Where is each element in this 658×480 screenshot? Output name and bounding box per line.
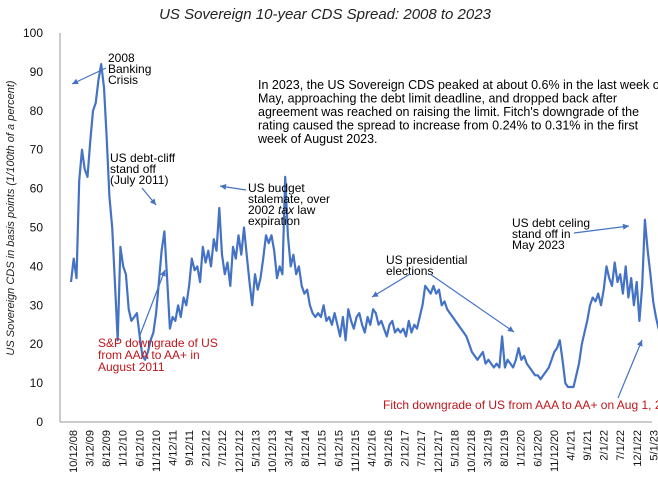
arrow-debt-ceiling — [573, 225, 630, 234]
arrow-elections-2020-head — [507, 326, 514, 332]
y-tick-labels: 0 10 20 30 40 50 60 70 80 90 100 — [23, 26, 43, 429]
x-tick-label: 12/12/17 — [433, 430, 445, 473]
x-tick-label: 1/12/10 — [118, 430, 130, 467]
annotation-debt-cliff: stand off — [110, 162, 156, 176]
x-tick-labels: 10/12/08 3/12/09 8/12/09 1/12/10 6/12/10 11/1… — [68, 430, 658, 473]
y-tick-label: 0 — [36, 415, 43, 429]
annotation-sp-downgrade: from AAA to AA+ in — [98, 348, 200, 362]
x-tick-label: 4/12/16 — [366, 430, 378, 467]
y-tick-label: 10 — [30, 376, 44, 390]
arrow-sp-downgrade-head — [160, 270, 166, 277]
annotation-budget: US budget — [248, 181, 305, 195]
annotation-banking: 2008 — [108, 51, 135, 65]
annotation-note: May, approaching the debt limit deadline… — [258, 92, 617, 106]
x-tick-label: 11/12/10 — [151, 430, 163, 472]
chart-title: US Sovereign 10-year CDS Spread: 2008 to… — [159, 6, 492, 23]
annotation-debt-cliff: (July 2011) — [110, 173, 168, 187]
annotation-banking: Crisis — [108, 73, 138, 87]
arrow-fitch — [617, 339, 643, 399]
x-tick-label: 9/12/11 — [184, 430, 196, 466]
annotation-note: agreement was reached on raising the lim… — [258, 105, 639, 119]
x-tick-label: 3/12/14 — [284, 430, 296, 467]
annotation-banking: Banking — [108, 62, 151, 76]
x-tick-label: 10/12/08 — [68, 430, 80, 473]
y-axis-label: US Sovereign CDS in basis points (1/100t… — [5, 80, 17, 355]
y-tick-label: 60 — [30, 182, 44, 196]
arrow-banking-head — [72, 78, 79, 85]
x-tick-label: 9/1/21 — [582, 430, 594, 461]
y-tick-label: 30 — [30, 298, 44, 312]
annotation-sp-downgrade: S&P downgrade of US — [98, 336, 218, 350]
x-tick-label: 10/12/13 — [267, 430, 279, 473]
y-tick-label: 40 — [30, 259, 44, 273]
annotation-budget: 2002 tax law — [248, 203, 316, 217]
arrow-budget-head — [220, 183, 227, 190]
x-tick-label: 11/12/20 — [549, 430, 561, 472]
arrow-elections-2020 — [429, 273, 515, 333]
x-tick-label: 7/12/12 — [217, 430, 229, 467]
annotation-note: week of August 2023. — [257, 132, 378, 146]
arrow-debt-cliff-head — [149, 198, 156, 205]
x-tick-label: 3/12/19 — [483, 430, 495, 467]
series-line-path — [69, 62, 658, 389]
x-tick-label: 4/1/21 — [565, 430, 577, 461]
series-line — [69, 62, 658, 389]
x-tick-label: 7/12/17 — [416, 430, 428, 467]
x-tick-label: 2/1/22 — [599, 430, 611, 461]
x-tick-label: 7/1/22 — [615, 430, 627, 461]
arrow-elections — [371, 273, 411, 298]
x-tick-label: 2/12/12 — [201, 430, 213, 467]
x-tick-label: 10/12/18 — [466, 430, 478, 473]
x-tick-label: 8/12/09 — [101, 430, 113, 467]
annotation-debt-ceiling: May 2023 — [512, 238, 565, 252]
annotation-sp-downgrade: August 2011 — [98, 360, 165, 374]
annotation-budget: stalemate, over — [248, 192, 330, 206]
x-tick-label: 6/12/15 — [333, 430, 345, 467]
annotation-note: rating caused the spread to increase fro… — [258, 119, 639, 133]
x-tick-label: 1/12/15 — [317, 430, 329, 467]
annotation-debt-ceiling: US debt celing — [512, 216, 590, 230]
x-tick-label: 11/12/15 — [350, 430, 362, 472]
annotation-elections: US presidential — [386, 253, 467, 267]
x-tick-label: 5/12/13 — [250, 430, 262, 467]
y-tick-label: 90 — [30, 65, 44, 79]
y-tick-label: 70 — [30, 143, 44, 157]
y-tick-label: 100 — [23, 26, 43, 40]
x-tick-label: 2/12/17 — [400, 430, 412, 467]
x-tick-label: 3/12/09 — [85, 430, 97, 467]
annotation-budget: expiration — [248, 214, 300, 228]
x-tick-label: 9/12/16 — [383, 430, 395, 467]
arrow-sp-downgrade — [139, 269, 166, 336]
annotation-note: In 2023, the US Sovereign CDS peaked at … — [258, 78, 658, 92]
arrow-banking — [71, 67, 107, 85]
x-tick-label: 4/12/11 — [167, 430, 179, 466]
x-tick-label: 8/12/19 — [499, 430, 511, 467]
x-tick-label: 1/12/20 — [516, 430, 528, 467]
annotation-fitch: Fitch downgrade of US from AAA to AA+ on… — [383, 398, 658, 412]
x-tick-label: 12/12/12 — [234, 430, 246, 473]
arrow-elections-head — [372, 291, 379, 297]
x-tick-label: 6/12/20 — [532, 430, 544, 467]
arrow-fitch-head — [636, 340, 643, 347]
x-tick-label: 6/12/10 — [134, 430, 146, 467]
x-tick-label: 8/12/14 — [300, 430, 312, 467]
annotation-debt-ceiling: stand off in — [512, 227, 571, 241]
y-tick-label: 50 — [30, 221, 44, 235]
x-tick-label: 12/1/22 — [632, 430, 644, 467]
x-tick-label: 5/12/18 — [449, 430, 461, 467]
y-tick-label: 20 — [30, 337, 44, 351]
arrow-debt-ceiling-head — [622, 223, 629, 230]
annotation-elections: elections — [386, 264, 433, 278]
y-tick-label: 80 — [30, 104, 44, 118]
x-tick-label: 5/1/23 — [648, 430, 658, 461]
annotation-debt-cliff: US debt-cliff — [110, 151, 176, 165]
